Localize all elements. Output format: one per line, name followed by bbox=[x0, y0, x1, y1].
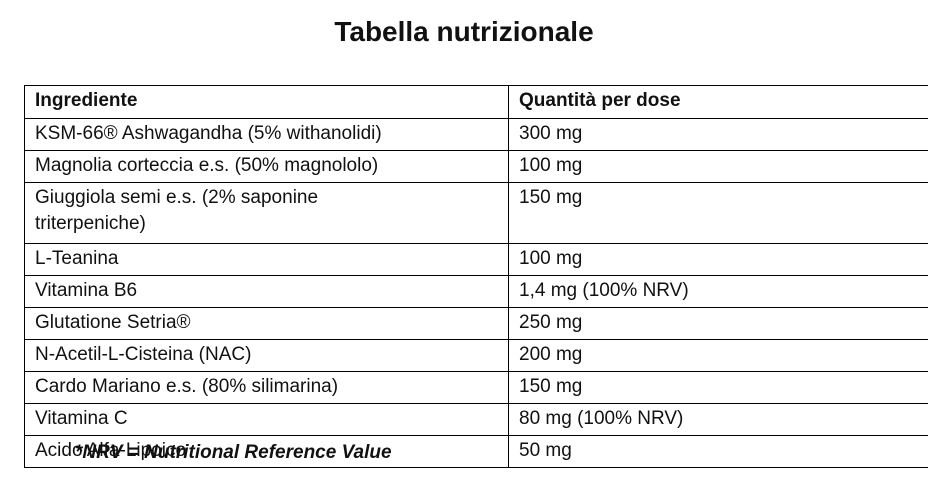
column-header-ingredient: Ingrediente bbox=[24, 85, 509, 119]
table-row: Acido Alfa-Lipoico 50 mg bbox=[24, 435, 928, 468]
ingredient-text: KSM-66® Ashwagandha (5% withanolidi) bbox=[35, 123, 382, 144]
ingredient-cell: Acido Alfa-Lipoico bbox=[24, 435, 509, 468]
table-row: Vitamina C 80 mg (100% NRV) bbox=[24, 403, 928, 436]
ingredient-text: Magnolia corteccia e.s. (50% magnololo) bbox=[35, 155, 379, 176]
quantity-cell: 300 mg bbox=[508, 118, 928, 151]
table-header-row: Ingrediente Quantità per dose bbox=[24, 85, 928, 119]
table-row: N-Acetil-L-Cisteina (NAC) 200 mg bbox=[24, 339, 928, 372]
quantity-cell: 1,4 mg (100% NRV) bbox=[508, 275, 928, 308]
ingredient-cell: Magnolia corteccia e.s. (50% magnololo) bbox=[24, 150, 509, 183]
ingredient-cell: N-Acetil-L-Cisteina (NAC) bbox=[24, 339, 509, 372]
ingredient-cell: Giuggiola semi e.s. (2% saponine triterp… bbox=[24, 182, 509, 244]
ingredient-cell: Glutatione Setria® bbox=[24, 307, 509, 340]
table-row: KSM-66® Ashwagandha (5% withanolidi) 300… bbox=[24, 118, 928, 151]
quantity-cell: 150 mg bbox=[508, 182, 928, 244]
quantity-cell: 200 mg bbox=[508, 339, 928, 372]
ingredient-cell: Cardo Mariano e.s. (80% silimarina) bbox=[24, 371, 509, 404]
ingredient-text: Acido Alfa-Lipoico bbox=[35, 440, 187, 461]
table-row: Magnolia corteccia e.s. (50% magnololo) … bbox=[24, 150, 928, 183]
ingredient-text: Giuggiola semi e.s. (2% saponine triterp… bbox=[35, 187, 319, 234]
ingredient-text: Vitamina B6 bbox=[35, 280, 138, 301]
ingredient-text: Vitamina C bbox=[35, 408, 128, 429]
ingredient-cell: L-Teanina bbox=[24, 243, 509, 276]
quantity-cell: 250 mg bbox=[508, 307, 928, 340]
quantity-cell: 50 mg bbox=[508, 435, 928, 468]
quantity-cell: 150 mg bbox=[508, 371, 928, 404]
ingredient-text: L-Teanina bbox=[35, 248, 119, 269]
ingredient-cell: Vitamina C bbox=[24, 403, 509, 436]
ingredient-text: Glutatione Setria® bbox=[35, 312, 191, 333]
quantity-cell: 100 mg bbox=[508, 150, 928, 183]
column-header-quantity: Quantità per dose bbox=[508, 85, 928, 119]
page-title: Tabella nutrizionale bbox=[334, 16, 594, 47]
ingredient-cell: Vitamina B6 bbox=[24, 275, 509, 308]
nutrition-table: Ingrediente Quantità per dose KSM-66® As… bbox=[24, 85, 928, 468]
nrv-footnote: *NRV = Nutritional Reference Value bbox=[75, 442, 392, 463]
table-row: Vitamina B6 1,4 mg (100% NRV) bbox=[24, 275, 928, 308]
table-row: Giuggiola semi e.s. (2% saponine triterp… bbox=[24, 182, 928, 244]
table-row: Cardo Mariano e.s. (80% silimarina) 150 … bbox=[24, 371, 928, 404]
ingredient-text: Cardo Mariano e.s. (80% silimarina) bbox=[35, 376, 339, 397]
quantity-cell: 80 mg (100% NRV) bbox=[508, 403, 928, 436]
ingredient-cell: KSM-66® Ashwagandha (5% withanolidi) bbox=[24, 118, 509, 151]
table-row: Glutatione Setria® 250 mg bbox=[24, 307, 928, 340]
ingredient-text: N-Acetil-L-Cisteina (NAC) bbox=[35, 344, 252, 365]
quantity-cell: 100 mg bbox=[508, 243, 928, 276]
table-row: L-Teanina 100 mg bbox=[24, 243, 928, 276]
